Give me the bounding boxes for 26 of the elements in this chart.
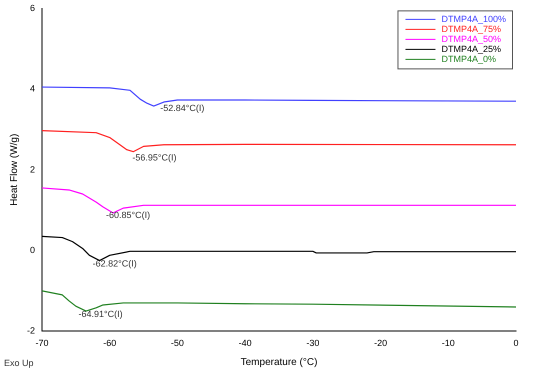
- legend-label: DTMP4A_75%: [441, 24, 501, 34]
- x-tick-label: -70: [35, 338, 49, 348]
- x-tick-label: -40: [238, 338, 252, 348]
- annotation: -60.85°C(I): [106, 210, 150, 220]
- annotation: -52.84°C(I): [160, 102, 204, 113]
- x-tick-label: -30: [306, 338, 320, 348]
- legend-label: DTMP4A_100%: [441, 14, 506, 24]
- y-axis-title: Heat Flow (W/g): [8, 134, 20, 206]
- x-tick-label: -10: [442, 338, 455, 348]
- y-tick-label: 4: [30, 84, 35, 94]
- y-tick-label: 0: [30, 244, 35, 255]
- x-tick-label: -50: [170, 338, 184, 348]
- y-tick-label: -2: [26, 326, 35, 336]
- y-tick-label: 2: [30, 164, 35, 174]
- annotation: -62.82°C(I): [92, 258, 137, 268]
- annotation: -64.91°C(I): [78, 309, 123, 320]
- x-tick-label: 0: [513, 338, 519, 348]
- legend-label: DTMP4A_0%: [441, 54, 496, 64]
- y-tick-label: 6: [30, 2, 35, 13]
- x-tick-label: -60: [103, 338, 116, 348]
- annotation: -56.95°C(I): [132, 152, 176, 163]
- x-tick-label: -20: [374, 338, 388, 348]
- x-axis-title: Temperature (°C): [240, 356, 318, 368]
- legend-label: DTMP4A_25%: [441, 44, 501, 54]
- text: Exo Up: [4, 358, 34, 368]
- legend-label: DTMP4A_50%: [441, 34, 501, 44]
